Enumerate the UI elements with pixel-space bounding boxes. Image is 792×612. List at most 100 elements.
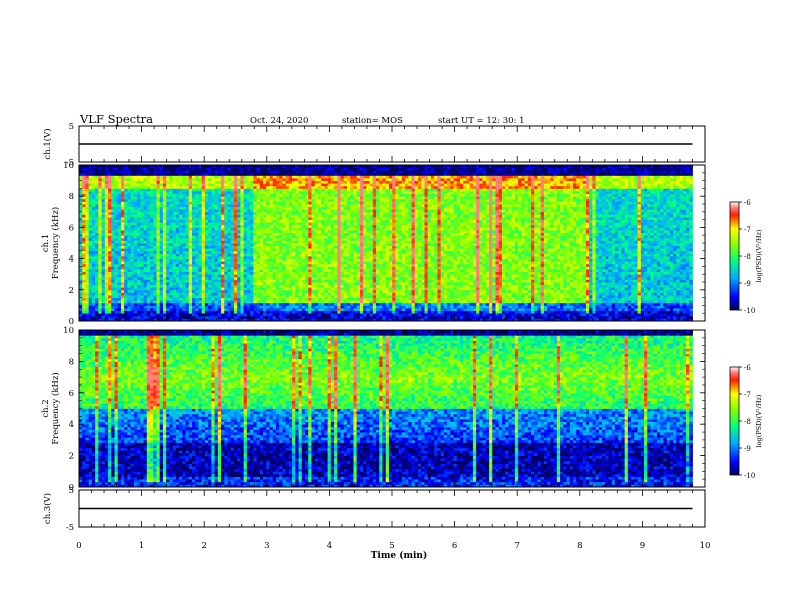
spectrogram-cell [115, 183, 119, 186]
spectrogram-cell [108, 282, 112, 285]
spectrogram-cell [176, 168, 180, 171]
spectrogram-cell [121, 272, 125, 275]
spectrogram-cell [153, 248, 157, 251]
spectrogram-cell [79, 173, 83, 176]
spectrogram-cell [124, 170, 128, 173]
spectrogram-cell [150, 194, 154, 197]
spectrogram-cell [121, 282, 125, 285]
spectrogram-cell [82, 204, 86, 207]
spectrogram-cell [166, 191, 170, 194]
spectrogram-cell [147, 305, 151, 308]
spectrogram-cell [98, 308, 102, 311]
spectrogram-cell [118, 178, 122, 181]
spectrogram-cell [163, 253, 167, 256]
spectrogram-cell [140, 227, 144, 230]
spectrogram-cell [163, 305, 167, 308]
spectrogram-cell [169, 191, 173, 194]
spectrogram-cell [95, 233, 99, 236]
spectrogram-cell [179, 272, 183, 275]
spectrogram-cell [166, 173, 170, 176]
spectrogram-cell [166, 259, 170, 262]
spectrogram-cell [140, 259, 144, 262]
spectrogram-cell [156, 199, 160, 202]
spectrogram-cell [153, 246, 157, 249]
spectrogram-cell [98, 204, 102, 207]
spectrogram-cell [102, 225, 106, 228]
spectrogram-cell [108, 243, 112, 246]
spectrogram-cell [124, 204, 128, 207]
spectrogram-cell [85, 272, 89, 275]
spectrogram-cell [150, 201, 154, 204]
spectrogram-cell [124, 316, 128, 319]
spectrogram-cell [82, 264, 86, 267]
spectrogram-cell [85, 279, 89, 282]
spectrogram-cell [85, 311, 89, 314]
spectrogram-cell [173, 274, 177, 277]
spectrogram-cell [131, 183, 135, 186]
spectrogram-cell [108, 295, 112, 298]
spectrogram-cell [166, 266, 170, 269]
spectrogram-cell [102, 264, 106, 267]
spectrogram-cell [111, 277, 115, 280]
spectrogram-cell [105, 186, 109, 189]
spectrogram-cell [140, 173, 144, 176]
spectrogram-cell [115, 285, 119, 288]
spectrogram-cell [173, 238, 177, 241]
spectrogram-cell [156, 212, 160, 215]
vlf-figure: VLF Spectra Oct. 24, 2020 station= MOS s… [0, 0, 792, 612]
spectrogram-cell [150, 196, 154, 199]
spectrogram-cell [118, 246, 122, 249]
spectrogram-cell [147, 269, 151, 272]
spectrogram-cell [115, 199, 119, 202]
spectrogram-cell [160, 170, 164, 173]
spectrogram-cell [140, 313, 144, 316]
spectrogram-cell [124, 264, 128, 267]
spectrogram-cell [147, 259, 151, 262]
spectrogram-cell [105, 269, 109, 272]
spectrogram-cell [92, 175, 96, 178]
ch1-spectrogram-panel: 0246810ch.1Frequency (kHz) [41, 161, 705, 327]
spectrogram-cell [179, 305, 183, 308]
spectrogram-cell [105, 227, 109, 230]
spectrogram-cell [111, 303, 115, 306]
spectrogram-cell [144, 188, 148, 191]
spectrogram-cell [147, 225, 151, 228]
spectrogram-cell [118, 282, 122, 285]
spectrogram-cell [82, 233, 86, 236]
spectrogram-cell [79, 175, 83, 178]
spectrogram-cell [108, 235, 112, 238]
spectrogram-cell [169, 225, 173, 228]
spectrogram-cell [105, 181, 109, 184]
spectrogram-cell [160, 303, 164, 306]
spectrogram-cell [127, 269, 131, 272]
spectrogram-cell [124, 277, 128, 280]
spectrogram-cell [108, 279, 112, 282]
spectrogram-cell [153, 220, 157, 223]
spectrogram-cell [144, 178, 148, 181]
spectrogram-cell [95, 248, 99, 251]
spectrogram-cell [98, 181, 102, 184]
spectrogram-cell [127, 233, 131, 236]
spectrogram-cell [182, 253, 186, 256]
spectrogram-cell [118, 243, 122, 246]
spectrogram-cell [169, 235, 173, 238]
spectrogram-cell [105, 266, 109, 269]
spectrogram-cell [137, 199, 141, 202]
spectrogram-cell [160, 196, 164, 199]
spectrogram-cell [79, 238, 83, 241]
spectrogram-cell [124, 253, 128, 256]
spectrogram-cell [176, 201, 180, 204]
spectrogram-cell [163, 287, 167, 290]
spectrogram-cell [163, 274, 167, 277]
spectrogram-cell [156, 316, 160, 319]
spectrogram-cell [89, 196, 93, 199]
spectrogram-cell [102, 253, 106, 256]
spectrogram-cell [124, 295, 128, 298]
spectrogram-cell [160, 305, 164, 308]
spectrogram-cell [134, 238, 138, 241]
spectrogram-cell [102, 196, 106, 199]
spectrogram-cell [98, 311, 102, 314]
spectrogram-cell [166, 183, 170, 186]
spectrogram-cell [147, 266, 151, 269]
spectrogram-cell [92, 227, 96, 230]
